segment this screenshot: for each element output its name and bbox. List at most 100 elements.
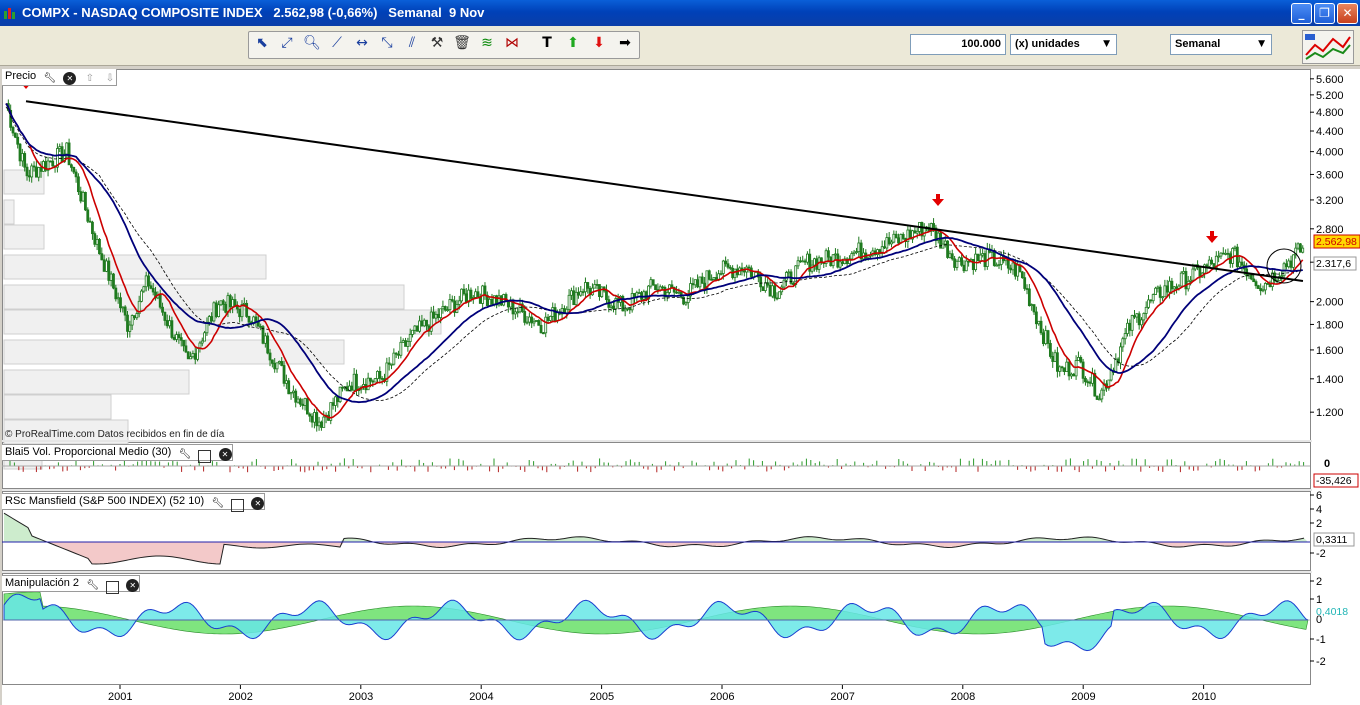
- candle-down: [179, 337, 183, 341]
- manip-y-tick-label: -2: [1316, 656, 1326, 668]
- units-select[interactable]: (x) unidades ▼: [1010, 34, 1117, 55]
- fan-icon[interactable]: ⫽: [408, 35, 416, 51]
- wrench-icon[interactable]: 🔧︎: [211, 498, 225, 509]
- candle-down: [436, 313, 440, 318]
- wrench-icon[interactable]: 🔧︎: [178, 449, 192, 460]
- candle-down: [523, 311, 527, 323]
- candle-down: [67, 142, 71, 166]
- candle-down: [193, 353, 197, 360]
- text-icon[interactable]: T: [542, 35, 552, 51]
- candle-up: [338, 386, 342, 403]
- candle-down: [913, 230, 917, 234]
- candle-up: [614, 298, 618, 310]
- x-axis-year-label: 2004: [469, 691, 493, 703]
- maximize-icon[interactable]: .: [198, 450, 212, 463]
- candle-up: [1151, 294, 1155, 302]
- candle-down: [186, 351, 190, 360]
- chevron-down-icon: ▼: [1103, 39, 1110, 49]
- close-icon[interactable]: ✕: [251, 497, 265, 510]
- chart-settings-icon[interactable]: [1302, 30, 1354, 64]
- candle-down: [341, 386, 344, 389]
- candle-up: [544, 316, 548, 334]
- wrench-icon[interactable]: 🔧︎: [43, 73, 57, 84]
- candle-down: [72, 167, 76, 173]
- candle-down: [728, 266, 732, 269]
- move-down-icon[interactable]: ⇩: [105, 73, 115, 84]
- maximize-icon[interactable]: .: [231, 499, 245, 512]
- candle-up: [317, 421, 321, 427]
- close-icon[interactable]: ✕: [63, 72, 77, 85]
- volume-profile-bar: [3, 394, 112, 420]
- candle-down: [11, 126, 15, 134]
- candle-down: [1032, 304, 1036, 313]
- candle-down: [60, 146, 64, 163]
- candle-down: [100, 253, 104, 261]
- x-axis-year-label: 2003: [349, 691, 373, 703]
- close-button[interactable]: ✕: [1337, 3, 1358, 24]
- magnifier-icon[interactable]: 🔍︎: [303, 35, 321, 51]
- candle-down: [1067, 361, 1071, 377]
- wrench-icon[interactable]: 🔧︎: [86, 580, 99, 591]
- candle-down: [742, 270, 746, 273]
- horizontal-line-icon[interactable]: ↔: [356, 35, 368, 51]
- volume-profile-bar: [3, 369, 190, 395]
- panel-divider[interactable]: [2, 489, 1312, 491]
- channel-icon[interactable]: ⤡: [381, 35, 393, 51]
- candle-down: [133, 315, 136, 319]
- app-icon: [4, 8, 15, 19]
- volume-profile-bar: [3, 199, 15, 225]
- data-source-footer: © ProRealTime.com Datos recibidos en fin…: [5, 429, 225, 440]
- candle-down: [546, 316, 550, 321]
- trash-icon[interactable]: 🗑︎: [453, 35, 471, 51]
- triangle-icon[interactable]: ⋈: [505, 35, 519, 51]
- candle-down: [102, 259, 106, 272]
- candle-down: [320, 421, 323, 428]
- tools-icon[interactable]: ⚒: [430, 35, 444, 51]
- maximize-icon[interactable]: .: [106, 581, 120, 594]
- candle-up: [212, 302, 216, 322]
- quantity-input[interactable]: 100.000: [910, 34, 1006, 55]
- move-up-icon[interactable]: ⇧: [85, 73, 95, 84]
- candle-up: [1114, 358, 1118, 373]
- candle-up: [1044, 330, 1048, 345]
- candle-up: [1261, 289, 1265, 292]
- candle-down: [93, 233, 97, 245]
- candle-up: [352, 373, 356, 391]
- candle-up: [978, 254, 982, 262]
- candle-up: [964, 260, 968, 272]
- candle-down: [1268, 283, 1272, 288]
- close-icon[interactable]: ✕: [126, 579, 140, 592]
- x-axis-year-label: 2008: [951, 691, 975, 703]
- candle-up: [366, 377, 370, 391]
- arrow-pointer-icon[interactable]: ⬉: [256, 35, 268, 51]
- fibonacci-icon[interactable]: ≋: [481, 35, 493, 51]
- red-down-arrow-icon[interactable]: ⬇: [593, 35, 605, 51]
- panel-divider[interactable]: [2, 571, 1312, 573]
- candle-down: [177, 334, 181, 339]
- candle-down: [74, 171, 78, 178]
- crosshair-icon[interactable]: ⤢: [281, 35, 293, 51]
- candle-up: [275, 362, 279, 370]
- black-right-arrow-icon[interactable]: ➡: [619, 35, 631, 51]
- candle-down: [77, 176, 80, 193]
- candle-up: [782, 279, 786, 288]
- period-select[interactable]: Semanal ▼: [1170, 34, 1272, 55]
- candle-down: [506, 301, 510, 308]
- candle-down: [163, 311, 167, 321]
- candle-down: [1198, 267, 1202, 278]
- candle-down: [897, 237, 900, 244]
- candle-down: [387, 362, 391, 365]
- candle-down: [469, 289, 473, 299]
- close-icon[interactable]: ✕: [218, 448, 232, 461]
- minimize-button[interactable]: _: [1291, 3, 1312, 24]
- restore-button[interactable]: ❐: [1314, 3, 1335, 24]
- candle-down: [84, 191, 87, 211]
- candle-down: [301, 403, 305, 406]
- green-up-arrow-icon[interactable]: ⬆: [567, 35, 579, 51]
- candle-up: [1280, 275, 1284, 278]
- trendline-icon[interactable]: ⟋: [332, 35, 342, 51]
- candle-down: [397, 353, 400, 356]
- candle-down: [612, 305, 615, 310]
- panel-divider[interactable]: [2, 440, 1312, 442]
- candle-down: [586, 282, 590, 289]
